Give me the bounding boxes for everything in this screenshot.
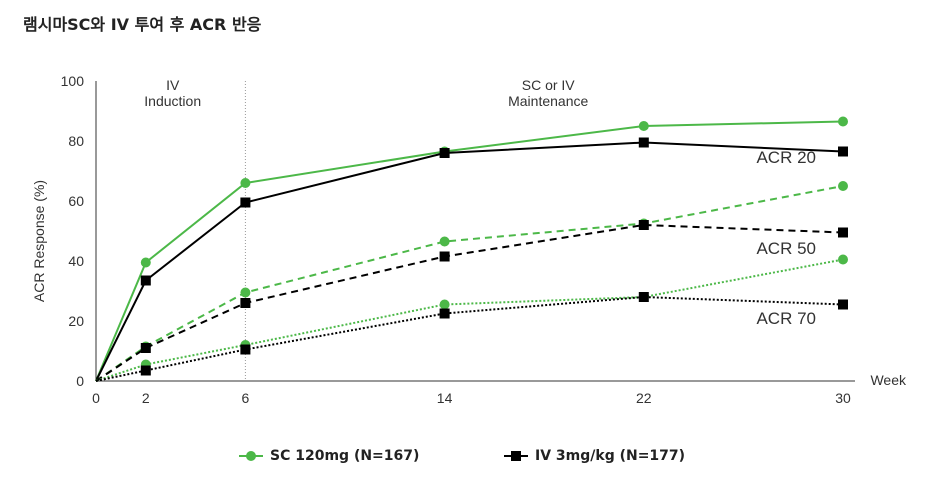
series-line-1	[95, 141, 844, 382]
data-point-circle	[240, 287, 251, 298]
data-point-circle	[838, 254, 848, 265]
data-point-square	[140, 343, 151, 353]
y-tick-label: 40	[68, 253, 84, 269]
data-point-square	[140, 365, 151, 376]
y-tick-label: 0	[76, 373, 84, 389]
y-axis-label: ACR Response (%)	[31, 180, 47, 302]
data-point-circle	[638, 121, 649, 131]
data-point-square	[838, 146, 848, 157]
y-tick-label: 80	[68, 133, 84, 149]
legend-item-iv: IV 3mg/kg (N=177)	[503, 448, 685, 464]
data-point-circle	[240, 178, 251, 188]
data-point-circle	[838, 116, 848, 127]
legend-marker-square-icon	[504, 451, 528, 461]
series-line-5	[95, 295, 844, 382]
data-point-square	[638, 137, 649, 148]
data-point-square	[240, 197, 251, 208]
series-line-3	[95, 223, 844, 382]
data-point-circle	[439, 299, 450, 310]
x-tick-label: 0	[92, 390, 100, 406]
x-tick-label: 14	[437, 390, 453, 406]
y-tick-label: 100	[61, 73, 85, 89]
data-point-square	[439, 251, 450, 262]
chart-title: 램시마SC와 IV 투여 후 ACR 반응	[23, 15, 262, 34]
data-point-circle	[838, 181, 848, 191]
x-tick-label: 6	[242, 390, 250, 406]
series-line-4	[95, 258, 844, 382]
data-point-square	[838, 227, 848, 238]
phase-label-maintenance-line2: Maintenance	[508, 93, 588, 109]
x-tick-label: 22	[636, 390, 652, 406]
data-point-square	[240, 298, 251, 308]
x-axis-label: Week	[870, 372, 907, 388]
phase-label-iv-line2: Induction	[144, 93, 201, 109]
y-tick-label: 20	[68, 313, 84, 329]
legend-marker-circle-icon	[239, 451, 263, 461]
legend-label-sc: SC 120mg (N=167)	[270, 448, 420, 464]
data-point-square	[638, 220, 649, 230]
data-point-square	[240, 344, 251, 355]
legend-item-sc: SC 120mg (N=167)	[238, 448, 419, 464]
phase-label-maintenance-line1: SC or IV	[522, 77, 576, 93]
legend-label-iv: IV 3mg/kg (N=177)	[535, 448, 686, 464]
x-tick-label: 2	[142, 390, 150, 406]
data-point-square	[439, 148, 450, 158]
series-line-2	[95, 185, 844, 382]
series-label-acr-70: ACR 70	[756, 309, 816, 328]
x-tick-label: 30	[835, 390, 851, 406]
y-tick-label: 60	[68, 193, 84, 209]
series-label-acr-20: ACR 20	[756, 148, 816, 167]
data-point-square	[140, 275, 151, 286]
phase-label-iv-line1: IV	[166, 77, 180, 93]
series-line-0	[95, 120, 844, 382]
data-point-square	[638, 292, 649, 302]
data-point-square	[439, 308, 450, 319]
data-point-circle	[140, 257, 151, 268]
series-label-acr-50: ACR 50	[756, 239, 816, 258]
data-point-circle	[439, 236, 450, 247]
data-point-square	[838, 299, 848, 310]
